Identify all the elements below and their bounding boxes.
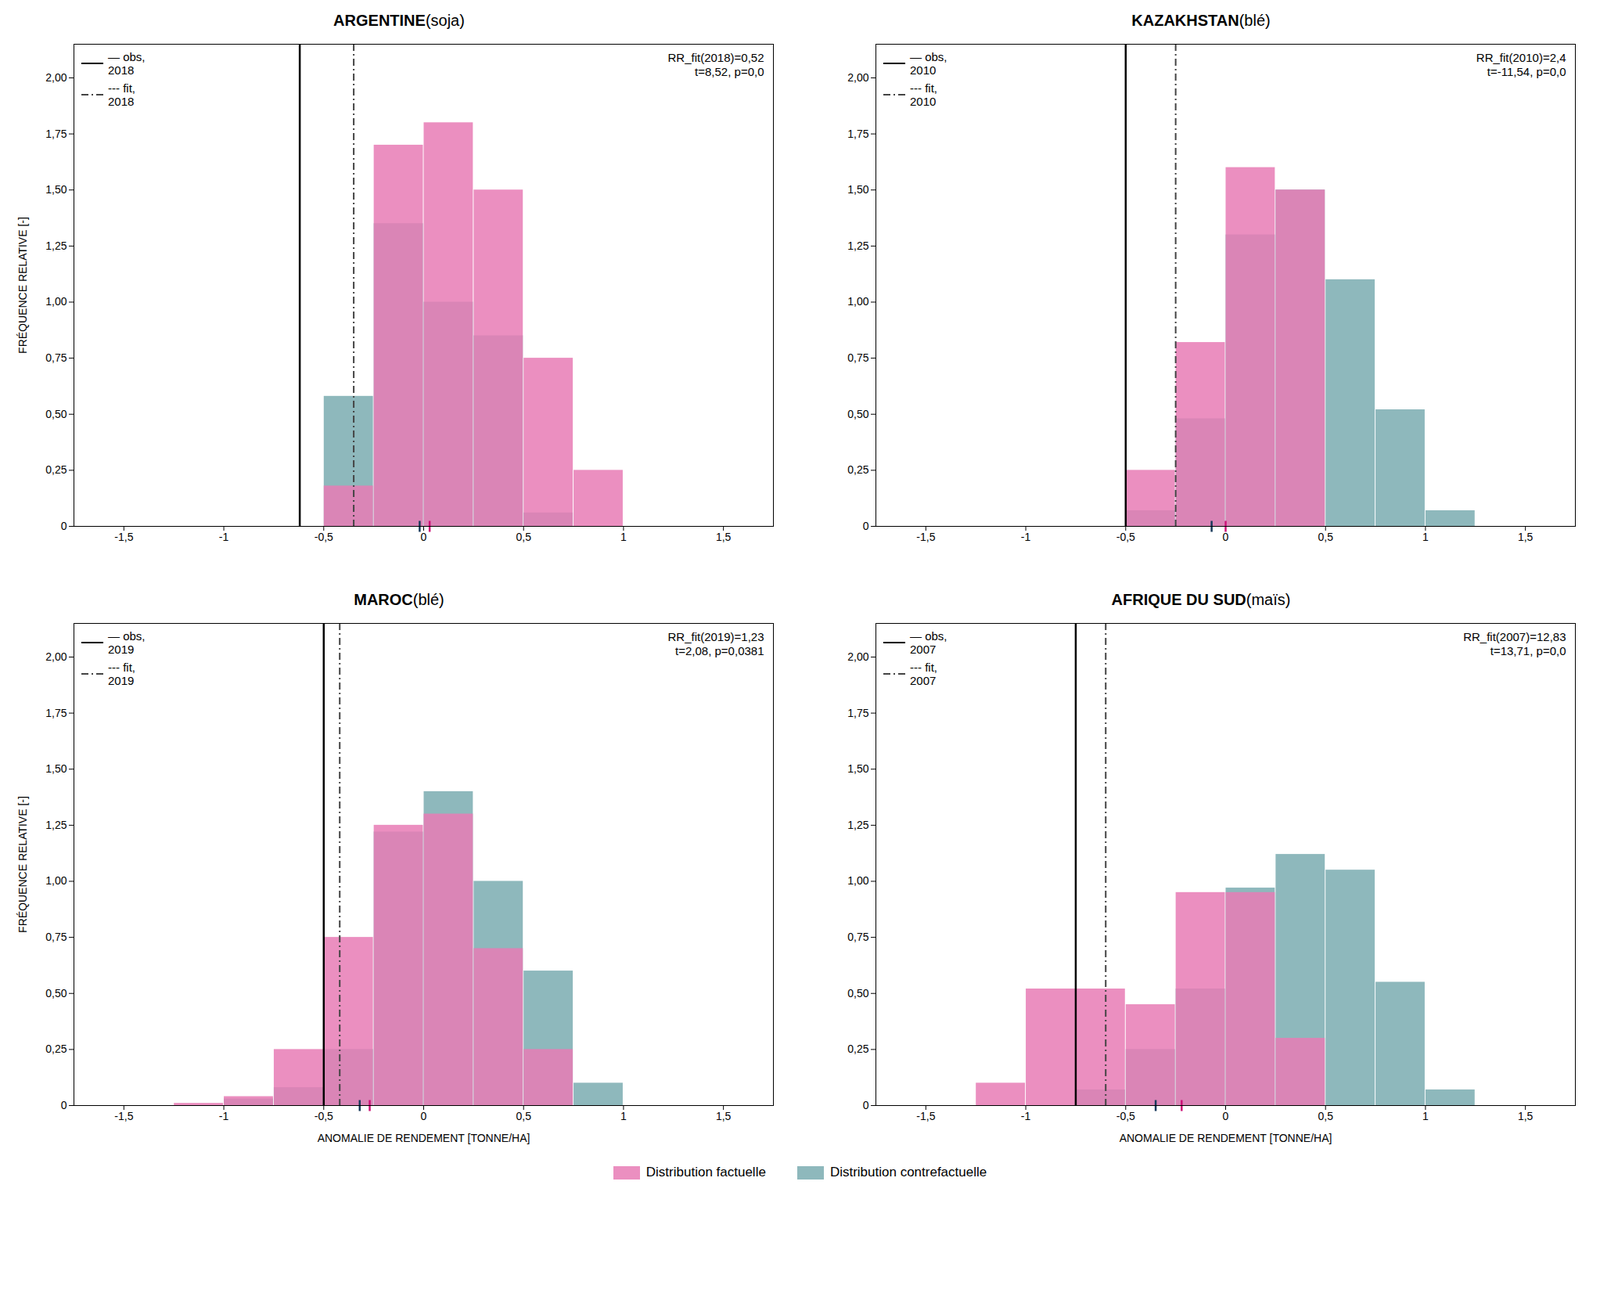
svg-text:0: 0 — [61, 1098, 68, 1112]
svg-text:FRÉQUENCE RELATIVE [-]: FRÉQUENCE RELATIVE [-] — [16, 795, 29, 933]
svg-text:0,25: 0,25 — [45, 1042, 67, 1055]
svg-text:1,50: 1,50 — [847, 183, 869, 196]
svg-text:-1: -1 — [219, 530, 230, 543]
svg-text:0: 0 — [862, 519, 870, 533]
svg-text:ANOMALIE DE RENDEMENT [TONNE/H: ANOMALIE DE RENDEMENT [TONNE/HA] — [317, 1131, 531, 1144]
html-text:--- fit, 2007: --- fit, 2007 — [909, 660, 938, 687]
svg-text:1,25: 1,25 — [847, 818, 869, 831]
html-text:— obs, 2018: — obs, 2018 — [107, 50, 146, 77]
html-text:AFRIQUE DU SUD (maïs): AFRIQUE DU SUD (maïs) — [1111, 590, 1291, 608]
svg-text:-1: -1 — [1021, 1109, 1032, 1122]
svg-text:1,00: 1,00 — [45, 873, 67, 887]
svg-text:RR_fit(2018)=0,52t=8,52, p=0,0: RR_fit(2018)=0,52t=8,52, p=0,0 — [668, 50, 765, 79]
html-text:ARGENTINE (soja): ARGENTINE (soja) — [333, 11, 465, 29]
svg-text:2,00: 2,00 — [45, 650, 67, 663]
svg-text:2,00: 2,00 — [847, 650, 869, 663]
html-text:--- fit, 2019: --- fit, 2019 — [107, 660, 136, 687]
svg-text:0,50: 0,50 — [847, 986, 869, 1000]
svg-text:-1: -1 — [219, 1109, 230, 1122]
svg-text:1,75: 1,75 — [45, 127, 67, 141]
svg-text:2,00: 2,00 — [45, 71, 67, 84]
svg-text:1,25: 1,25 — [45, 239, 67, 252]
html-text:Distribution contrefactuelle: Distribution contrefactuelle — [830, 1164, 987, 1180]
svg-text:0: 0 — [1222, 1109, 1230, 1122]
svg-text:1,50: 1,50 — [847, 762, 869, 775]
svg-text:-1,5: -1,5 — [114, 530, 134, 543]
svg-text:-1,5: -1,5 — [916, 1109, 935, 1122]
svg-text:1,00: 1,00 — [847, 294, 869, 308]
svg-text:-0,5: -0,5 — [314, 1109, 334, 1122]
svg-text:1,75: 1,75 — [847, 706, 869, 720]
html-text:KAZAKHSTAN (blé): KAZAKHSTAN (blé) — [1131, 11, 1271, 29]
svg-text:0,5: 0,5 — [1317, 1109, 1334, 1122]
svg-text:-1,5: -1,5 — [916, 530, 935, 543]
html-text:MAROC (blé): MAROC (blé) — [353, 590, 445, 608]
html-text:— obs, 2007: — obs, 2007 — [909, 629, 948, 656]
svg-text:1,00: 1,00 — [45, 294, 67, 308]
svg-text:1,5: 1,5 — [1517, 1109, 1534, 1122]
svg-text:0: 0 — [61, 519, 68, 533]
svg-text:0,5: 0,5 — [515, 1109, 532, 1122]
svg-text:0,25: 0,25 — [847, 463, 869, 476]
svg-text:1: 1 — [1422, 1109, 1429, 1122]
svg-text:1,5: 1,5 — [1517, 530, 1534, 543]
svg-text:1: 1 — [620, 1109, 627, 1122]
svg-text:1,75: 1,75 — [45, 706, 67, 720]
svg-text:0,5: 0,5 — [515, 530, 532, 543]
html-text:— obs, 2010: — obs, 2010 — [909, 50, 948, 77]
svg-text:0,75: 0,75 — [847, 351, 869, 364]
svg-text:-0,5: -0,5 — [1116, 1109, 1136, 1122]
svg-text:RR_fit(2019)=1,23t=2,08, p=0,0: RR_fit(2019)=1,23t=2,08, p=0,0381 — [668, 629, 765, 658]
svg-text:RR_fit(2007)=12,83t=13,71, p=0: RR_fit(2007)=12,83t=13,71, p=0,0 — [1463, 629, 1566, 658]
svg-text:0,75: 0,75 — [45, 351, 67, 364]
svg-text:0: 0 — [1222, 530, 1230, 543]
svg-text:2,00: 2,00 — [847, 71, 869, 84]
svg-text:-0,5: -0,5 — [314, 530, 334, 543]
svg-text:0,75: 0,75 — [45, 930, 67, 943]
svg-text:0: 0 — [862, 1098, 870, 1112]
svg-text:1,5: 1,5 — [715, 1109, 732, 1122]
svg-text:1,25: 1,25 — [45, 818, 67, 831]
svg-text:RR_fit(2010)=2,4t=-11,54, p=0,: RR_fit(2010)=2,4t=-11,54, p=0,0 — [1476, 50, 1567, 79]
svg-text:0,25: 0,25 — [45, 463, 67, 476]
svg-text:ANOMALIE DE RENDEMENT [TONNE/H: ANOMALIE DE RENDEMENT [TONNE/HA] — [1119, 1131, 1333, 1144]
svg-text:FRÉQUENCE RELATIVE [-]: FRÉQUENCE RELATIVE [-] — [16, 216, 29, 354]
svg-text:1,75: 1,75 — [847, 127, 869, 141]
svg-text:0,25: 0,25 — [847, 1042, 869, 1055]
svg-text:1,00: 1,00 — [847, 873, 869, 887]
html-text:--- fit, 2010: --- fit, 2010 — [909, 81, 938, 108]
svg-text:0,75: 0,75 — [847, 930, 869, 943]
html-text:--- fit, 2018: --- fit, 2018 — [107, 81, 136, 108]
svg-text:0,50: 0,50 — [847, 407, 869, 421]
svg-text:-1,5: -1,5 — [114, 1109, 134, 1122]
svg-text:0,50: 0,50 — [45, 986, 67, 1000]
svg-text:-1: -1 — [1021, 530, 1032, 543]
svg-text:0,50: 0,50 — [45, 407, 67, 421]
svg-text:1,50: 1,50 — [45, 762, 67, 775]
svg-text:0,5: 0,5 — [1317, 530, 1334, 543]
svg-text:1: 1 — [620, 530, 627, 543]
svg-text:1,5: 1,5 — [715, 530, 732, 543]
svg-text:1,25: 1,25 — [847, 239, 869, 252]
svg-text:0: 0 — [420, 1109, 428, 1122]
svg-text:1: 1 — [1422, 530, 1429, 543]
svg-text:-0,5: -0,5 — [1116, 530, 1136, 543]
svg-text:0: 0 — [420, 530, 428, 543]
html-text:— obs, 2019: — obs, 2019 — [107, 629, 146, 656]
html-text:Distribution factuelle: Distribution factuelle — [646, 1164, 766, 1180]
svg-text:1,50: 1,50 — [45, 183, 67, 196]
